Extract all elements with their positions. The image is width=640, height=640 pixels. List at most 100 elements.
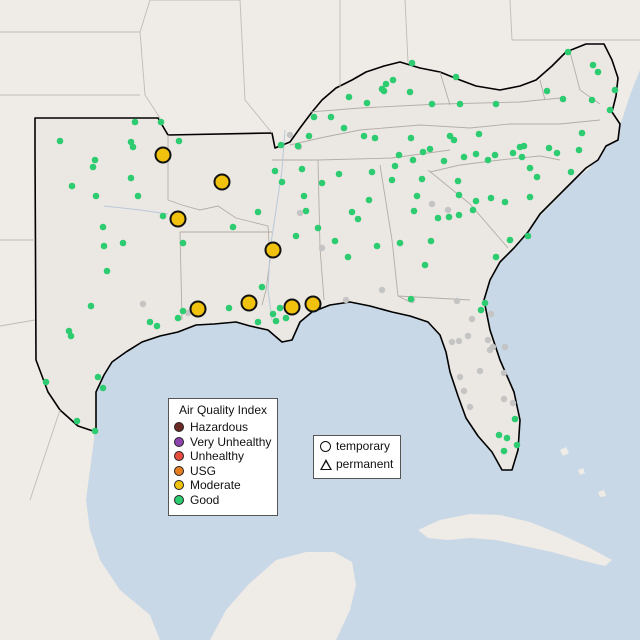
no-data-site-marker <box>460 387 468 395</box>
good-site-marker <box>475 130 483 138</box>
good-site-marker <box>277 141 285 149</box>
good-site-marker <box>446 132 454 140</box>
good-site-marker <box>318 179 326 187</box>
very-unhealthy-swatch-icon <box>174 436 184 447</box>
good-site-marker <box>310 113 318 121</box>
no-data-site-marker <box>509 399 517 407</box>
good-site-marker <box>500 447 508 455</box>
good-site-marker <box>495 431 503 439</box>
good-site-marker <box>335 170 343 178</box>
good-site-marker <box>455 211 463 219</box>
good-site-marker <box>67 332 75 340</box>
good-site-marker <box>406 88 414 96</box>
good-site-marker <box>388 176 396 184</box>
no-data-site-marker <box>139 300 147 308</box>
legend-item-permanent: permanent <box>314 456 400 472</box>
good-site-marker <box>119 239 127 247</box>
no-data-site-marker <box>484 336 492 344</box>
good-site-marker <box>456 100 464 108</box>
moderate-site-marker <box>213 173 231 191</box>
good-site-marker <box>511 415 519 423</box>
good-site-marker <box>146 318 154 326</box>
legend-item-usg: USG <box>169 464 277 479</box>
good-site-marker <box>575 146 583 154</box>
good-site-marker <box>418 175 426 183</box>
no-data-sites <box>139 131 517 411</box>
legend-label: Good <box>190 492 220 507</box>
legend-label: Hazardous <box>190 420 249 435</box>
aqi-legend-title: Air Quality Index <box>178 403 268 417</box>
good-site-marker <box>269 310 277 318</box>
legend-item-moderate: Moderate <box>169 478 277 493</box>
no-data-site-marker <box>455 337 463 345</box>
good-site-marker <box>92 192 100 200</box>
good-site-marker <box>389 76 397 84</box>
good-site-marker <box>340 124 348 132</box>
no-data-site-marker <box>466 403 474 411</box>
cuba-land <box>418 514 612 566</box>
legend-label: temporary <box>336 439 391 453</box>
good-site-marker <box>559 95 567 103</box>
circle-icon <box>320 440 331 452</box>
good-site-marker <box>503 434 511 442</box>
no-data-site-marker <box>456 373 464 381</box>
good-site-marker <box>365 196 373 204</box>
good-site-marker <box>360 132 368 140</box>
good-site-marker <box>363 99 371 107</box>
legend-item-good: Good <box>169 493 277 508</box>
good-site-marker <box>382 80 390 88</box>
good-site-marker <box>428 100 436 108</box>
no-data-site-marker <box>500 395 508 403</box>
good-site-marker <box>391 162 399 170</box>
no-data-site-marker <box>318 244 326 252</box>
good-site-marker <box>506 236 514 244</box>
good-site-marker <box>157 118 165 126</box>
legend-item-temporary: temporary <box>314 438 400 454</box>
hazardous-swatch-icon <box>174 422 184 433</box>
legend-label: Unhealthy <box>190 449 245 464</box>
good-site-marker <box>543 87 551 95</box>
good-site-marker <box>413 192 421 200</box>
good-site-marker <box>407 134 415 142</box>
good-site-marker <box>258 283 266 291</box>
outer-boundaries <box>0 0 640 501</box>
good-site-marker <box>396 239 404 247</box>
moderate-site-marker <box>169 210 187 228</box>
good-site-marker <box>491 151 499 159</box>
no-data-site-marker <box>487 310 495 318</box>
good-site-marker <box>513 441 521 449</box>
bahamas-land <box>560 447 606 497</box>
good-swatch-icon <box>174 494 184 505</box>
good-site-marker <box>271 167 279 175</box>
good-site-marker <box>481 299 489 307</box>
moderate-site-marker <box>154 146 172 164</box>
good-site-marker <box>434 214 442 222</box>
good-site-marker <box>87 302 95 310</box>
good-site-marker <box>518 153 526 161</box>
good-site-marker <box>127 138 135 146</box>
good-site-marker <box>427 237 435 245</box>
good-site-marker <box>272 317 280 325</box>
good-site-marker <box>408 59 416 67</box>
usg-swatch-icon <box>174 465 184 476</box>
no-data-site-marker <box>444 206 452 214</box>
good-site-marker <box>526 193 534 201</box>
good-site-marker <box>282 314 290 322</box>
good-site-marker <box>611 86 619 94</box>
good-site-marker <box>127 174 135 182</box>
good-site-marker <box>501 198 509 206</box>
good-site-marker <box>455 191 463 199</box>
good-site-marker <box>567 168 575 176</box>
no-data-site-marker <box>501 343 509 351</box>
yucatan-land <box>210 552 356 640</box>
good-site-marker <box>492 253 500 261</box>
good-site-marker <box>298 165 306 173</box>
good-site-marker <box>314 224 322 232</box>
no-data-site-marker <box>342 296 350 304</box>
good-site-marker <box>368 168 376 176</box>
good-site-marker <box>380 87 388 95</box>
good-site-marker <box>454 177 462 185</box>
good-site-marker <box>68 182 76 190</box>
good-site-marker <box>73 417 81 425</box>
legend-item-very-unhealthy: Very Unhealthy <box>169 435 277 450</box>
